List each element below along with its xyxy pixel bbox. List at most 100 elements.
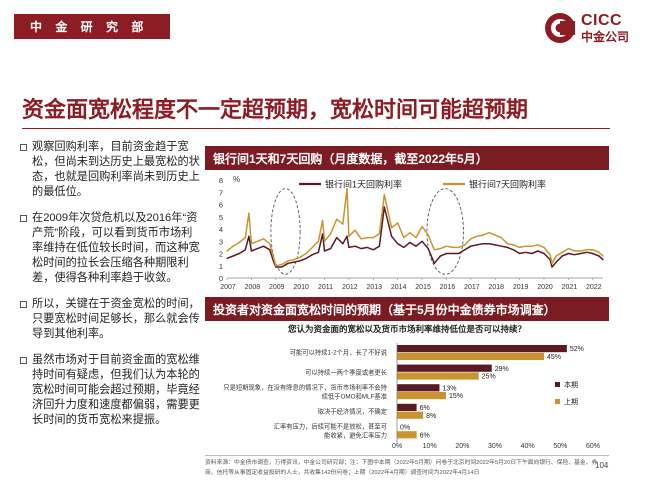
data-point-7d — [433, 249, 435, 251]
legend-label: 银行间1天回购利率 — [325, 179, 402, 190]
data-point-1d — [366, 246, 368, 248]
data-point-1d — [573, 254, 576, 256]
page-number: 104 — [595, 461, 609, 470]
bar-value-label: 29% — [495, 366, 509, 373]
legend-label: 本期 — [564, 380, 578, 389]
category-label: 可以持续一两个季度或者更长 — [305, 367, 388, 376]
data-point-7d — [311, 246, 313, 248]
data-point-1d — [512, 249, 515, 251]
data-point-1d — [586, 251, 588, 253]
data-point-7d — [512, 244, 515, 246]
data-point-7d — [322, 219, 324, 221]
data-point-1d — [470, 245, 472, 247]
series-line-1d — [226, 206, 604, 268]
data-point-1d — [256, 248, 259, 250]
x-tick-label: 2013 — [367, 284, 383, 291]
data-point-1d — [250, 250, 252, 252]
category-label: 续低于OMO和MLF基准 — [322, 391, 387, 400]
data-point-1d — [346, 235, 348, 237]
data-point-7d — [452, 246, 454, 248]
data-point-1d — [519, 252, 521, 255]
x-tick-label: 2021 — [562, 284, 578, 291]
data-point-1d — [482, 243, 484, 245]
data-point-1d — [543, 252, 545, 255]
bullet-text: 所以，关键在于资金宽松的时间，只要宽松时间足够长，那么就会传导到其他利率。 — [32, 298, 200, 340]
x-tick-label: 2010 — [293, 284, 309, 291]
data-point-7d — [293, 259, 295, 261]
data-point-7d — [421, 225, 423, 228]
survey-bar-chart: 您认为资金面的宽松以及货币市场利率维持低位是否可以持续？ 可能可以持续1-2个月，… — [223, 324, 600, 450]
data-point-7d — [244, 237, 246, 239]
data-point-1d — [281, 266, 283, 268]
x-tick-label: 2016 — [440, 284, 456, 291]
y-tick-label: 1 — [219, 262, 223, 271]
data-point-7d — [586, 249, 588, 251]
data-point-1d — [244, 249, 246, 251]
bar-current — [397, 364, 492, 372]
data-point-7d — [543, 246, 545, 248]
data-point-7d — [519, 246, 521, 248]
y-tick-label: 7 — [219, 188, 223, 197]
data-point-1d — [311, 254, 313, 256]
x-tick-label: 40% — [521, 443, 535, 450]
data-point-7d — [360, 238, 362, 240]
data-point-1d — [525, 251, 527, 253]
data-point-1d — [226, 257, 228, 259]
data-point-7d — [323, 240, 326, 242]
cicc-logo: CICC 中金公司 — [544, 12, 629, 44]
logo-text-cn: 中金公司 — [580, 30, 629, 44]
data-point-7d — [238, 241, 240, 244]
x-tick-label: 2022 — [586, 284, 602, 291]
data-point-7d — [439, 248, 441, 250]
data-point-7d — [592, 249, 594, 251]
data-point-7d — [445, 245, 448, 247]
survey-question: 您认为资金面的宽松以及货币市场利率维持低位是否可以持续？ — [288, 324, 526, 334]
data-point-7d — [372, 237, 374, 239]
data-point-7d — [531, 245, 533, 247]
data-point-7d — [464, 244, 466, 246]
bar-value-label: 0% — [400, 425, 410, 432]
repo-chart-header: 银行间1天和7天回购（月度数据，截至2022年5月） — [205, 146, 609, 170]
data-point-1d — [458, 252, 460, 255]
bullet-item: 在2009年次贷危机以及2016年“资产荒”阶段，可以看到货币市场利率维持在低位… — [20, 211, 200, 286]
legend-label: 银行间7天回购利率 — [469, 179, 546, 190]
bar-previous — [397, 352, 544, 360]
data-point-7d — [263, 238, 265, 240]
y-tick-label: 5 — [219, 213, 223, 222]
y-tick-label: 8 — [219, 176, 223, 185]
bullet-item: 观察回购利率，目前资金趋于宽松，但尚未到达历史上最宽松的状态，也就是回购利率尚未… — [20, 140, 200, 200]
highlight-ellipse — [270, 188, 301, 275]
data-point-7d — [317, 240, 319, 242]
logo-text-en: CICC — [580, 12, 623, 29]
data-point-1d — [494, 244, 496, 246]
data-point-1d — [293, 261, 295, 263]
x-tick-label: 2015 — [415, 284, 431, 291]
data-point-1d — [488, 243, 490, 245]
data-point-7d — [256, 240, 259, 242]
data-point-1d — [506, 246, 508, 248]
data-point-7d — [525, 245, 527, 247]
bar-current — [397, 403, 417, 411]
data-point-1d — [238, 252, 240, 255]
data-point-7d — [354, 229, 356, 231]
bar-value-label: 13% — [442, 385, 456, 392]
data-point-1d — [263, 245, 265, 247]
bullet-text: 在2009年次贷危机以及2016年“资产荒”阶段，可以看到货币市场利率维持在低位… — [32, 212, 200, 284]
data-point-1d — [433, 262, 435, 264]
data-point-7d — [346, 188, 348, 190]
x-tick-label: 2011 — [318, 284, 333, 291]
square-bullet-icon — [20, 144, 27, 151]
cicc-logo-icon — [544, 13, 575, 43]
data-point-7d — [342, 223, 344, 225]
bar-value-label: 52% — [570, 346, 584, 353]
data-point-7d — [482, 234, 484, 236]
legend-swatch — [555, 382, 560, 387]
data-point-1d — [427, 248, 429, 250]
y-tick-label: 3 — [219, 237, 223, 246]
x-tick-label: 20% — [455, 443, 469, 450]
data-point-7d — [305, 252, 307, 255]
data-point-1d — [598, 255, 600, 257]
data-point-1d — [415, 245, 417, 247]
data-point-7d — [383, 194, 385, 196]
data-point-1d — [269, 249, 271, 251]
